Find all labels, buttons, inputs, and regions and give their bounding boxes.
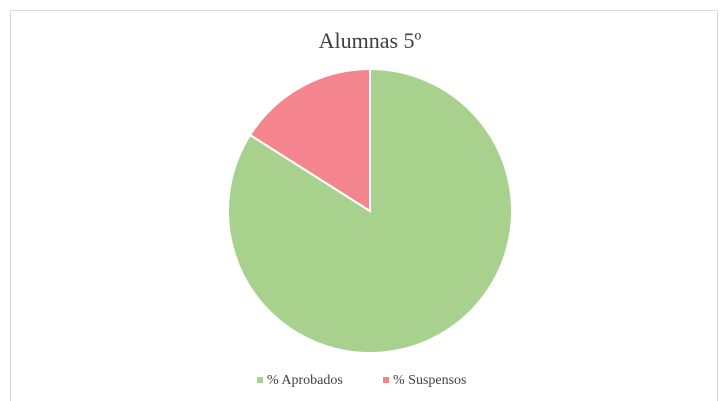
legend-swatch (383, 377, 389, 383)
pie-slice (248, 67, 371, 213)
chart-title: Alumnas 5º (319, 28, 422, 53)
legend-swatch (257, 377, 263, 383)
legend-label: % Suspensos (393, 373, 467, 388)
legend-label: % Aprobados (267, 373, 343, 388)
